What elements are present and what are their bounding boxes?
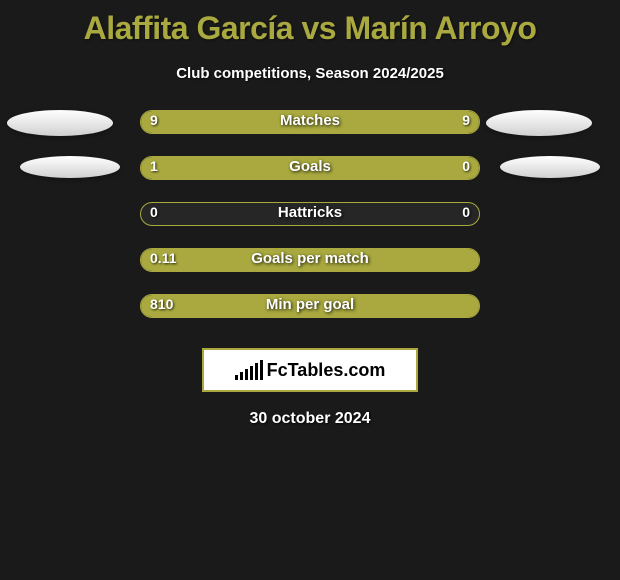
stat-row: 00Hattricks <box>0 202 620 248</box>
logo-text: FcTables.com <box>267 360 386 381</box>
stat-row: 810Min per goal <box>0 294 620 340</box>
player-left-ellipse-icon <box>7 110 113 136</box>
footer-date: 30 october 2024 <box>0 410 620 428</box>
stat-label: Goals <box>140 158 480 175</box>
stat-label: Matches <box>140 112 480 129</box>
stat-label: Goals per match <box>140 250 480 267</box>
page-subtitle: Club competitions, Season 2024/2025 <box>0 65 620 82</box>
player-left-ellipse-icon <box>20 156 120 178</box>
stat-row: 0.11Goals per match <box>0 248 620 294</box>
logo-bars-icon <box>235 360 263 380</box>
player-right-ellipse-icon <box>486 110 592 136</box>
stat-row: 99Matches <box>0 110 620 156</box>
page-title: Alaffita García vs Marín Arroyo <box>0 0 620 47</box>
stat-label: Hattricks <box>140 204 480 221</box>
stat-row: 10Goals <box>0 156 620 202</box>
player-right-ellipse-icon <box>500 156 600 178</box>
comparison-chart: 99Matches10Goals00Hattricks0.11Goals per… <box>0 110 620 340</box>
fctables-logo: FcTables.com <box>202 348 418 392</box>
stat-label: Min per goal <box>140 296 480 313</box>
